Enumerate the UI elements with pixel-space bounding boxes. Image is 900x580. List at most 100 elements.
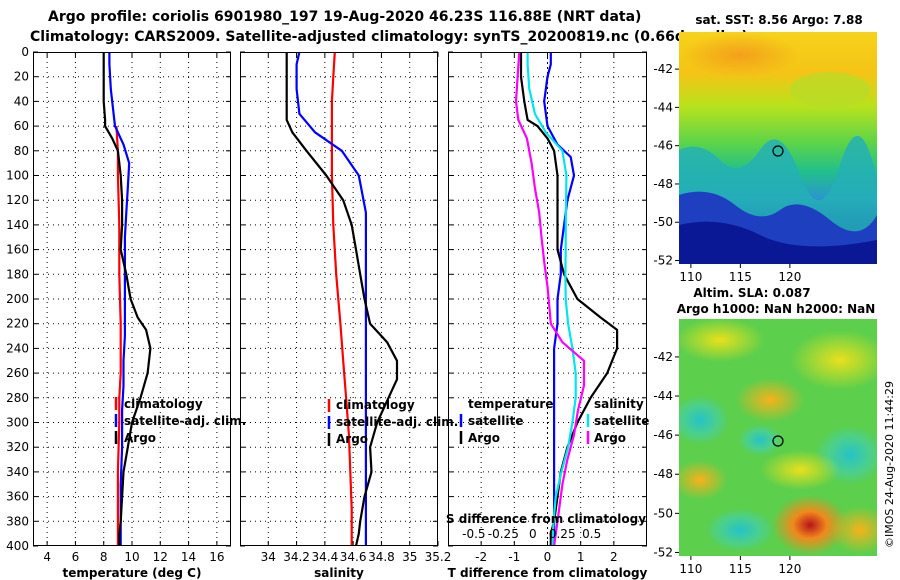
y-tick-label: 180 xyxy=(6,267,29,281)
map-y-tick-label: -52 xyxy=(653,545,673,559)
series-group xyxy=(514,52,619,546)
sla-patch xyxy=(790,330,877,390)
legend-label-satellite: satellite-adj. clim. xyxy=(336,415,458,429)
y-tick-label: 260 xyxy=(6,366,29,380)
series-line-climatology xyxy=(330,52,353,546)
x-tick-label: 1 xyxy=(577,550,585,564)
s-difference-axis-label: S difference from climatology xyxy=(446,512,646,526)
y-tick-label: 0 xyxy=(21,45,29,59)
difference-panel: -2 -1 0 1 2 T difference from climatology -0.5… xyxy=(448,51,648,580)
map-y-tick-label: -50 xyxy=(653,506,673,520)
sla-patch xyxy=(738,424,782,456)
series-line-t-argo xyxy=(519,52,619,546)
x-tick-label: 35 xyxy=(402,550,417,564)
map-x-tick-label: 115 xyxy=(729,270,752,284)
x-axis-label: temperature (deg C) xyxy=(63,566,202,580)
map-y-tick-label: -44 xyxy=(653,100,673,114)
y-tick-label: 360 xyxy=(6,490,29,504)
y-tick-label: 380 xyxy=(6,514,29,528)
map-x-tick-label: 115 xyxy=(729,562,752,576)
x-axis-label: T difference from climatology xyxy=(448,566,648,580)
y-tick-label: 120 xyxy=(6,193,29,207)
map-y-tick-label: -42 xyxy=(653,350,673,364)
sla-patch xyxy=(735,378,805,422)
series-line-argo xyxy=(102,52,152,546)
map-x-tick-label: 120 xyxy=(778,270,801,284)
sla-map-subtitle: Argo h1000: NaN h2000: NaN xyxy=(677,302,876,316)
map-y-tick-label: -46 xyxy=(653,139,673,153)
x-tick-label: 34.8 xyxy=(368,550,395,564)
x-tick-label: 12 xyxy=(153,550,168,564)
sla-high-anomaly xyxy=(772,495,848,555)
salinity-panel: 34 34.2 34.4 34.6 34.8 35 35.2 salinity xyxy=(240,51,451,580)
sla-patch xyxy=(679,319,765,362)
y-tick-label: 60 xyxy=(14,119,29,133)
s-difference-tick-label: -0.5 xyxy=(462,527,485,541)
y-tick-label: 300 xyxy=(6,416,29,430)
argo-location-marker xyxy=(772,435,784,447)
x-tick-label: 4 xyxy=(43,550,51,564)
x-tick-label: 8 xyxy=(100,550,108,564)
x-tick-label: -1 xyxy=(508,550,520,564)
sst-warm-patch xyxy=(680,33,800,77)
y-tick-label: 100 xyxy=(6,169,29,183)
imos-timestamp: ©IMOS 24-Aug-2020 11:44:29 xyxy=(883,381,896,548)
y-tick-label: 280 xyxy=(6,391,29,405)
legend-label-s-satellite: satellite xyxy=(594,414,649,428)
sst-front-patch xyxy=(790,72,870,108)
x-tick-label: 34.2 xyxy=(283,550,310,564)
sla-patch xyxy=(705,508,775,552)
x-tick-label: 34.6 xyxy=(340,550,367,564)
y-tick-label: 340 xyxy=(6,465,29,479)
x-tick-label: 16 xyxy=(209,550,224,564)
y-tick-label: 220 xyxy=(6,317,29,331)
sla-patch xyxy=(760,450,840,490)
s-difference-tick-label: 0 xyxy=(529,527,537,541)
legend-label-satellite: satellite-adj. clim. xyxy=(124,414,246,428)
map-y-tick-label: -42 xyxy=(653,62,673,76)
series-line-s-satellite xyxy=(526,52,577,546)
map-y-tick-label: -46 xyxy=(653,428,673,442)
sst-map-title: sat. SST: 8.56 Argo: 7.88 xyxy=(695,13,862,27)
sla-map xyxy=(679,319,877,556)
sla-map-title: Altim. SLA: 0.087 xyxy=(693,286,810,300)
y-tick-label: 40 xyxy=(14,94,29,108)
series-line-satellite-adj-clim- xyxy=(295,52,367,546)
y-tick-label: 240 xyxy=(6,341,29,355)
x-tick-label: 10 xyxy=(124,550,139,564)
s-difference-tick-label: 0.25 xyxy=(549,527,576,541)
series-group xyxy=(102,52,152,546)
map-y-tick-label: -44 xyxy=(653,389,673,403)
y-tick-label: 140 xyxy=(6,218,29,232)
series-line-climatology xyxy=(115,126,122,546)
figure-title-line2: Climatology: CARS2009. Satellite-adjuste… xyxy=(30,29,748,45)
map-y-tick-label: -48 xyxy=(653,177,673,191)
legend-label-argo: Argo xyxy=(124,431,156,445)
legend-title-salinity: salinity xyxy=(594,397,644,411)
x-tick-label: 0 xyxy=(544,550,552,564)
y-tick-label: 320 xyxy=(6,440,29,454)
x-tick-label: -2 xyxy=(475,550,487,564)
salinity-legend: climatology satellite-adj. clim. Argo xyxy=(327,398,458,446)
series-line-s-argo xyxy=(514,52,586,546)
x-tick-label: 34.4 xyxy=(311,550,338,564)
y-tick-label: 200 xyxy=(6,292,29,306)
series-line-argo xyxy=(285,52,399,546)
legend-title-temperature: temperature xyxy=(468,397,553,411)
s-difference-tick-label: 0.5 xyxy=(582,527,601,541)
map-y-tick-label: -52 xyxy=(653,254,673,268)
legend-label-s-argo: Argo xyxy=(594,431,626,445)
sla-patch xyxy=(679,395,730,445)
series-line-satellite-adj-clim- xyxy=(108,52,131,546)
y-tick-label: 160 xyxy=(6,243,29,257)
difference-legend: temperature salinity satellite Argo sate… xyxy=(459,397,649,445)
map-y-tick-label: -48 xyxy=(653,467,673,481)
map-x-tick-label: 110 xyxy=(679,270,702,284)
legend-label-argo: Argo xyxy=(336,432,368,446)
temperature-legend: climatology satellite-adj. clim. Argo xyxy=(114,397,246,445)
sst-map-axes: 110 115 120 -42 -44 -46 -48 -50 -52 xyxy=(653,62,801,284)
temperature-panel: 4 6 8 10 12 14 1602040608010012014016018020022… xyxy=(6,45,231,580)
x-tick-label: 34 xyxy=(261,550,276,564)
legend-label-climatology: climatology xyxy=(124,397,203,411)
